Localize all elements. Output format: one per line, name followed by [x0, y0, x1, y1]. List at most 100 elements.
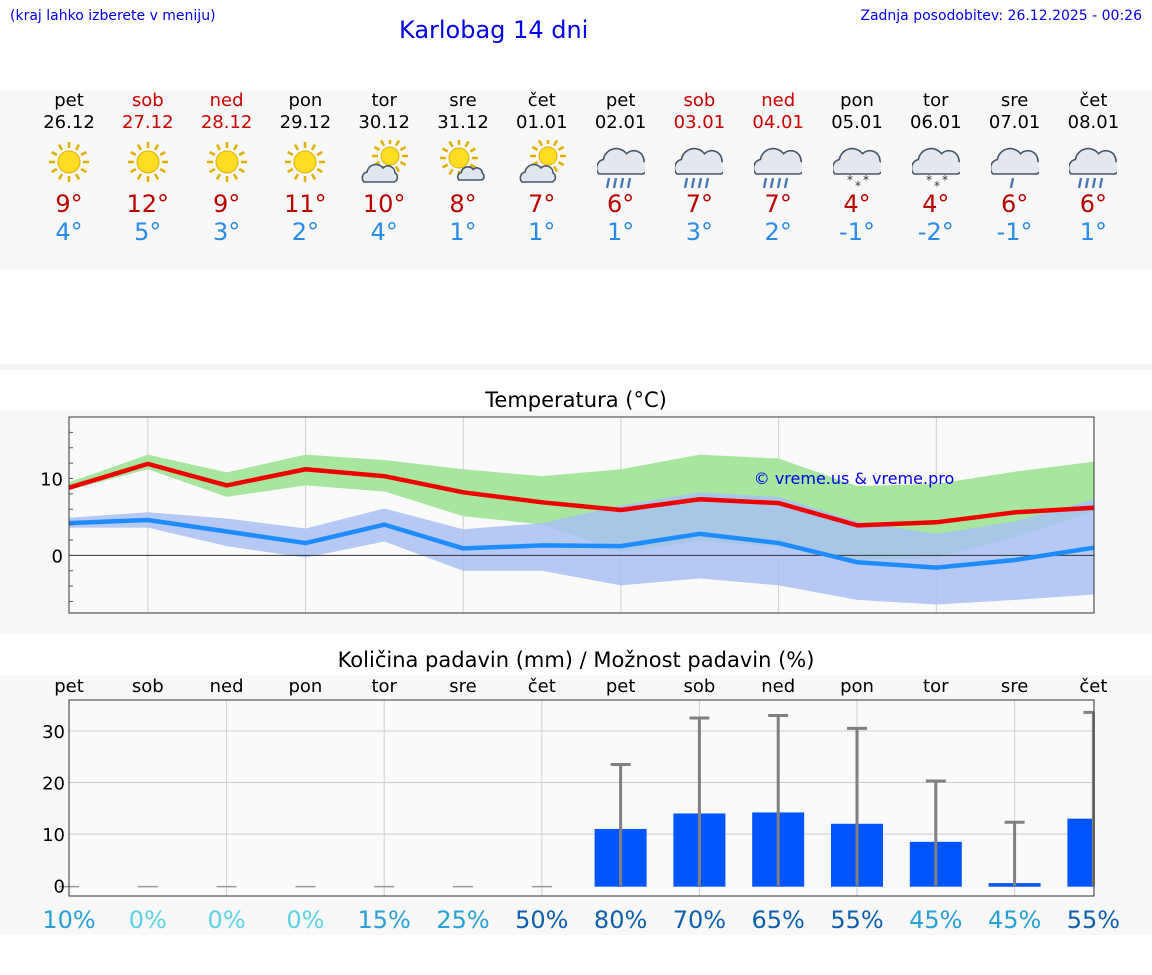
min-temperature: 3° — [685, 218, 714, 246]
precipitation-day-label: sre — [1000, 676, 1029, 697]
day-name: tor — [923, 90, 949, 111]
svg-text:*: * — [863, 173, 869, 187]
svg-text:*: * — [847, 173, 853, 187]
svg-text:*: * — [942, 173, 948, 187]
min-temperature: 1° — [449, 218, 477, 246]
day-name: sob — [683, 90, 716, 111]
day-date: 29.12 — [279, 112, 332, 133]
rain-cloud-icon — [675, 147, 724, 188]
precipitation-probability: 0% — [286, 906, 325, 934]
temperature-chart: 10 0 © vreme.us & vreme.pro — [40, 416, 1095, 614]
y-tick-label: 10 — [40, 469, 63, 490]
min-temperature: 5° — [134, 218, 162, 246]
day-forecast: sre 31.12 8° 1° — [423, 90, 503, 270]
day-name: ned — [209, 90, 244, 111]
precipitation-day-label: sob — [131, 676, 164, 697]
day-name: pon — [840, 90, 874, 111]
day-name: čet — [1079, 90, 1108, 111]
day-forecast: čet 01.01 7° 1° — [502, 90, 582, 270]
y-tick-label: 0 — [52, 546, 63, 567]
temperature-chart-title: Temperatura (°C) — [485, 388, 667, 412]
sun-small-cloud-icon — [440, 140, 485, 181]
day-date: 28.12 — [200, 112, 253, 133]
min-temperature-line — [68, 517, 1095, 570]
location-hint: (kraj lahko izberete v meniju) — [10, 8, 216, 24]
day-name: tor — [371, 90, 397, 111]
page-title: Karlobag 14 dni — [399, 16, 589, 44]
max-temperature: 6° — [1079, 190, 1108, 218]
precipitation-probability: 55% — [1066, 906, 1121, 934]
max-temperature: 4° — [843, 190, 871, 218]
precipitation-day-label: sob — [683, 676, 716, 697]
precipitation-day-label: ned — [761, 676, 796, 697]
max-temperature: 8° — [449, 190, 477, 218]
day-date: 02.01 — [594, 112, 647, 133]
day-forecast: sob 03.01 7° 3° — [659, 90, 739, 270]
rain-cloud-icon — [754, 147, 803, 188]
divider — [0, 364, 1152, 370]
min-temperature: 1° — [1079, 218, 1108, 246]
precipitation-day-label: sre — [449, 676, 477, 697]
min-temperature: 1° — [528, 218, 556, 246]
precipitation-day-label: čet — [1079, 676, 1108, 697]
precipitation-probability: 50% — [515, 906, 569, 934]
day-date: 05.01 — [831, 112, 883, 133]
precipitation-day-label: pon — [288, 676, 323, 697]
min-temperature: 4° — [370, 218, 398, 246]
day-name: ned — [761, 90, 796, 111]
day-date: 03.01 — [673, 112, 726, 133]
watermark: © vreme.us & vreme.pro — [754, 469, 955, 488]
day-name: pet — [54, 90, 84, 111]
day-name: pon — [288, 90, 323, 111]
sun-icon — [285, 142, 326, 182]
precipitation-probability: 80% — [593, 906, 648, 934]
snow-cloud-icon: * * * — [911, 147, 960, 188]
last-update: Zadnja posodobitev: 26.12.2025 - 00:26 — [860, 8, 1142, 24]
min-temperature: -2° — [917, 218, 954, 246]
rain-cloud-icon — [596, 147, 645, 188]
precipitation-day-label: ned — [209, 676, 244, 697]
day-forecast: pon 05.01 * * * 4° -1° — [817, 90, 897, 270]
day-date: 01.01 — [516, 112, 568, 133]
min-temperature: 1° — [606, 218, 635, 246]
precipitation-probability: 55% — [830, 906, 884, 934]
max-temperature: 7° — [528, 190, 556, 218]
day-date: 31.12 — [437, 112, 489, 133]
day-forecast: pon 29.12 11° 2° — [265, 90, 345, 270]
min-temperature: 3° — [212, 218, 241, 246]
day-forecast: ned 28.12 9° 3° — [187, 90, 267, 270]
max-temperature: 6° — [1000, 190, 1029, 218]
y-tick-label: 0 — [54, 877, 65, 898]
sun-icon — [49, 142, 89, 182]
sun-icon — [206, 142, 247, 182]
min-temperature: -1° — [996, 218, 1033, 246]
precipitation-probability: 10% — [42, 906, 96, 934]
svg-text:*: * — [926, 173, 932, 187]
precipitation-day-label: pet — [54, 676, 84, 697]
max-temperature: 6° — [606, 190, 635, 218]
sun-icon — [127, 142, 168, 182]
precipitation-bar — [1067, 818, 1094, 887]
day-date: 08.01 — [1067, 112, 1120, 133]
max-temperature: 9° — [55, 190, 83, 218]
precipitation-day-label: tor — [371, 676, 397, 697]
day-date: 07.01 — [988, 112, 1041, 133]
day-name: pet — [605, 90, 636, 111]
precipitation-day-label: pet — [605, 676, 636, 697]
precipitation-probability: 15% — [357, 906, 411, 934]
max-temperature: 11° — [284, 190, 327, 218]
max-temperature: 4° — [922, 190, 950, 218]
min-temperature: -1° — [839, 218, 875, 246]
day-forecast: ned 04.01 7° 2° — [738, 90, 818, 270]
day-forecast: sre 07.01 6° -1° — [975, 90, 1055, 270]
precipitation-probability: 45% — [987, 906, 1042, 934]
day-date: 26.12 — [43, 112, 95, 133]
day-date: 06.01 — [910, 112, 962, 133]
max-temperature: 7° — [685, 190, 714, 218]
precipitation-chart-title: Količina padavin (mm) / Možnost padavin … — [337, 648, 815, 672]
light-rain-cloud-icon — [990, 147, 1039, 188]
forecast-strip: pet 26.12 9° 4° sob 27.12 12° 5° ned 28.12… — [0, 90, 1152, 270]
precipitation-probability: 25% — [436, 906, 490, 934]
day-date: 30.12 — [358, 112, 410, 133]
precipitation-day-label: tor — [923, 676, 949, 697]
